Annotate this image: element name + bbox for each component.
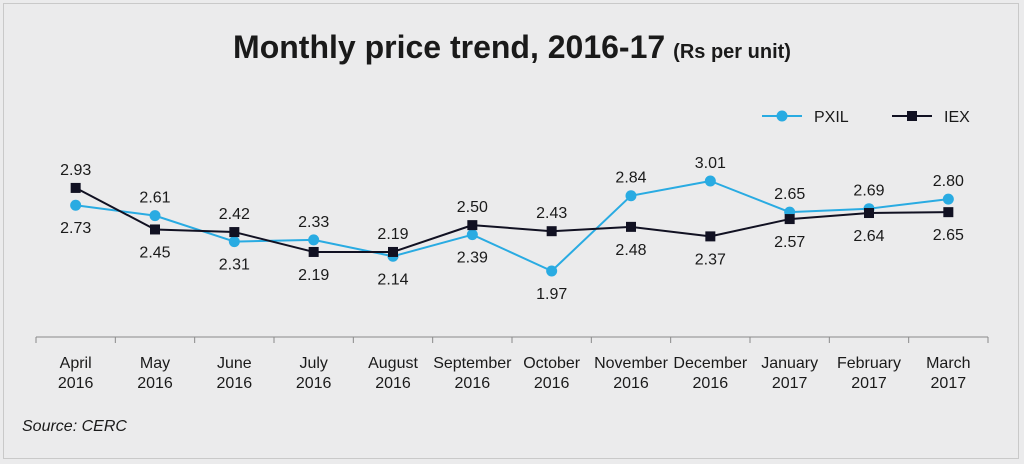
data-labels: 2.93 2.73 2.61 2.45 2.42 2.31 2.33 2.19 2.19 2.14… — [60, 155, 964, 303]
point-iex — [70, 182, 81, 193]
x-tick-label: December 2016 — [673, 355, 747, 392]
x-tick-label: February 2017 — [837, 355, 901, 392]
series-line-iex — [75, 187, 949, 253]
x-axis-ticks: April 2016 May 2016 June 2016 July 2016 August 20… — [35, 337, 989, 392]
data-label-pxil: 2.61 — [139, 190, 170, 207]
x-tick-label: October 2016 — [523, 355, 581, 392]
point-iex — [150, 224, 160, 235]
point-pxil — [308, 234, 320, 246]
point-iex — [467, 220, 478, 231]
point-pxil — [70, 199, 82, 211]
data-label-iex: 2.45 — [139, 244, 170, 261]
point-iex — [784, 214, 795, 225]
data-label-pxil: 2.73 — [60, 220, 91, 237]
point-pxil — [466, 229, 478, 241]
chart-frame — [3, 3, 1019, 459]
series-layer — [70, 175, 954, 277]
x-tick-label: June 2016 — [217, 355, 253, 392]
data-label-iex: 2.37 — [695, 251, 726, 268]
point-pxil — [704, 175, 716, 187]
legend-label-pxil: PXIL — [814, 109, 849, 126]
data-label-pxil: 2.14 — [377, 271, 408, 288]
legend-marker-iex — [907, 111, 917, 121]
point-pxil — [228, 236, 240, 248]
series-line-pxil — [75, 180, 949, 272]
source-note: Source: CERC — [22, 418, 127, 435]
data-label-pxil: 2.84 — [615, 170, 646, 187]
data-label-pxil: 2.80 — [933, 173, 964, 190]
data-label-iex: 2.19 — [377, 226, 408, 243]
x-tick-label: April 2016 — [58, 355, 94, 392]
legend-marker-pxil — [776, 110, 788, 122]
x-tick-label: November 2016 — [594, 355, 668, 392]
x-tick-label: January 2017 — [761, 355, 818, 392]
legend: PXIL IEX — [762, 109, 970, 126]
data-label-pxil: 2.65 — [774, 186, 805, 203]
data-label-pxil: 2.39 — [457, 250, 488, 267]
data-label-iex: 2.48 — [615, 242, 646, 259]
x-tick-label: August 2016 — [368, 355, 418, 392]
point-iex — [705, 231, 716, 242]
data-label-iex: 2.57 — [774, 234, 805, 251]
data-label-pxil: 2.69 — [853, 183, 884, 200]
data-label-pxil: 2.33 — [298, 214, 329, 231]
data-label-iex: 2.64 — [853, 228, 884, 245]
chart-title: Monthly price trend, 2016-17 (Rs per unit… — [233, 29, 791, 65]
point-pxil — [546, 265, 558, 277]
point-iex — [308, 246, 319, 257]
chart-title-main: Monthly price trend, 2016-17 — [233, 29, 665, 65]
point-iex — [229, 227, 240, 238]
data-label-iex: 2.65 — [933, 227, 964, 244]
data-label-pxil: 3.01 — [695, 155, 726, 172]
point-iex — [626, 221, 636, 232]
x-tick-label: May 2016 — [137, 355, 173, 392]
data-label-pxil: 2.31 — [219, 257, 250, 274]
data-label-iex: 2.19 — [298, 267, 329, 284]
point-pxil — [149, 210, 161, 222]
data-label-iex: 2.42 — [219, 206, 250, 223]
chart-title-units: (Rs per unit) — [673, 41, 791, 63]
point-iex — [943, 207, 954, 218]
point-pxil — [625, 190, 637, 202]
x-tick-label: March 2017 — [926, 355, 970, 392]
point-iex — [388, 246, 398, 257]
data-label-iex: 2.43 — [536, 205, 567, 222]
x-tick-label: July 2016 — [296, 355, 332, 392]
point-iex — [864, 208, 874, 219]
point-iex — [546, 226, 557, 237]
x-tick-label: September 2016 — [433, 355, 512, 392]
legend-label-iex: IEX — [944, 109, 970, 126]
data-label-iex: 2.93 — [60, 162, 91, 179]
point-pxil — [942, 193, 954, 205]
data-label-iex: 2.50 — [457, 199, 488, 216]
data-label-pxil: 1.97 — [536, 286, 567, 303]
